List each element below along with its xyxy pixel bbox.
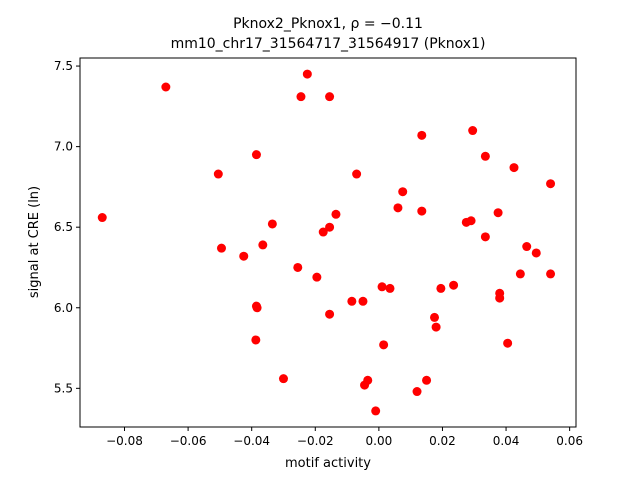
data-point	[296, 92, 306, 102]
chart-title-line1: Pknox2_Pknox1, ρ = −0.11	[233, 16, 423, 32]
data-point	[531, 248, 541, 258]
plot-area-frame	[79, 57, 577, 428]
data-point	[546, 179, 556, 189]
data-point	[371, 406, 381, 416]
data-point	[417, 206, 427, 216]
data-point	[466, 216, 476, 226]
data-point	[393, 203, 403, 213]
data-point	[495, 293, 505, 303]
y-tick-label: 7.5	[54, 59, 73, 73]
y-tick-label: 7.0	[54, 140, 73, 154]
data-point	[509, 163, 519, 173]
data-point	[252, 303, 262, 313]
data-point	[468, 126, 478, 136]
x-tick-label: 0.04	[493, 434, 520, 448]
x-tick-label: −0.06	[170, 434, 207, 448]
y-axis-label: signal at CRE (ln)	[27, 186, 42, 298]
data-point	[493, 208, 503, 218]
data-point	[515, 269, 525, 279]
data-point	[312, 272, 322, 282]
y-axis: 5.5 6.0 6.5 7.0 7.5	[54, 59, 80, 395]
data-point	[363, 375, 373, 385]
data-point	[480, 151, 490, 161]
data-point	[431, 322, 441, 332]
data-point	[251, 335, 261, 345]
x-axis: −0.08 −0.06 −0.04 −0.02 0.00 0.02 0.04 0.06	[106, 427, 583, 448]
data-point	[325, 92, 335, 102]
x-tick-label: −0.02	[297, 434, 334, 448]
data-point	[325, 222, 335, 232]
data-point	[436, 283, 446, 293]
data-point	[302, 69, 312, 79]
data-point	[97, 213, 107, 223]
data-point	[385, 283, 395, 293]
data-point	[318, 227, 328, 237]
data-point	[258, 240, 268, 250]
data-point	[267, 219, 277, 229]
data-point	[293, 262, 303, 272]
data-point	[430, 312, 440, 322]
data-point	[412, 387, 422, 397]
x-tick-label: −0.08	[106, 434, 143, 448]
data-point	[377, 282, 387, 292]
chart-title-line2: mm10_chr17_31564717_31564917 (Pknox1)	[171, 36, 486, 52]
data-point	[325, 309, 335, 319]
y-tick-label: 5.5	[54, 381, 73, 395]
data-point	[347, 296, 357, 306]
data-point	[480, 232, 490, 242]
data-points	[97, 69, 556, 416]
data-point	[422, 375, 432, 385]
data-point	[417, 130, 427, 140]
data-point	[546, 269, 556, 279]
data-point	[358, 296, 368, 306]
data-point	[449, 280, 459, 290]
x-tick-label: 0.06	[556, 434, 583, 448]
x-axis-label: motif activity	[285, 456, 371, 471]
data-point	[503, 338, 513, 348]
x-tick-label: 0.02	[429, 434, 456, 448]
data-point	[213, 169, 223, 179]
data-point	[239, 251, 249, 261]
data-point	[216, 243, 226, 253]
data-point	[251, 150, 261, 160]
y-tick-label: 6.5	[54, 220, 73, 234]
data-point	[352, 169, 362, 179]
data-point	[379, 340, 389, 350]
y-tick-label: 6.0	[54, 301, 73, 315]
x-tick-label: −0.04	[233, 434, 270, 448]
data-point	[398, 187, 408, 197]
data-point	[522, 242, 532, 252]
data-point	[331, 209, 341, 219]
x-tick-label: 0.00	[366, 434, 393, 448]
data-point	[278, 374, 288, 384]
data-point	[161, 82, 171, 92]
